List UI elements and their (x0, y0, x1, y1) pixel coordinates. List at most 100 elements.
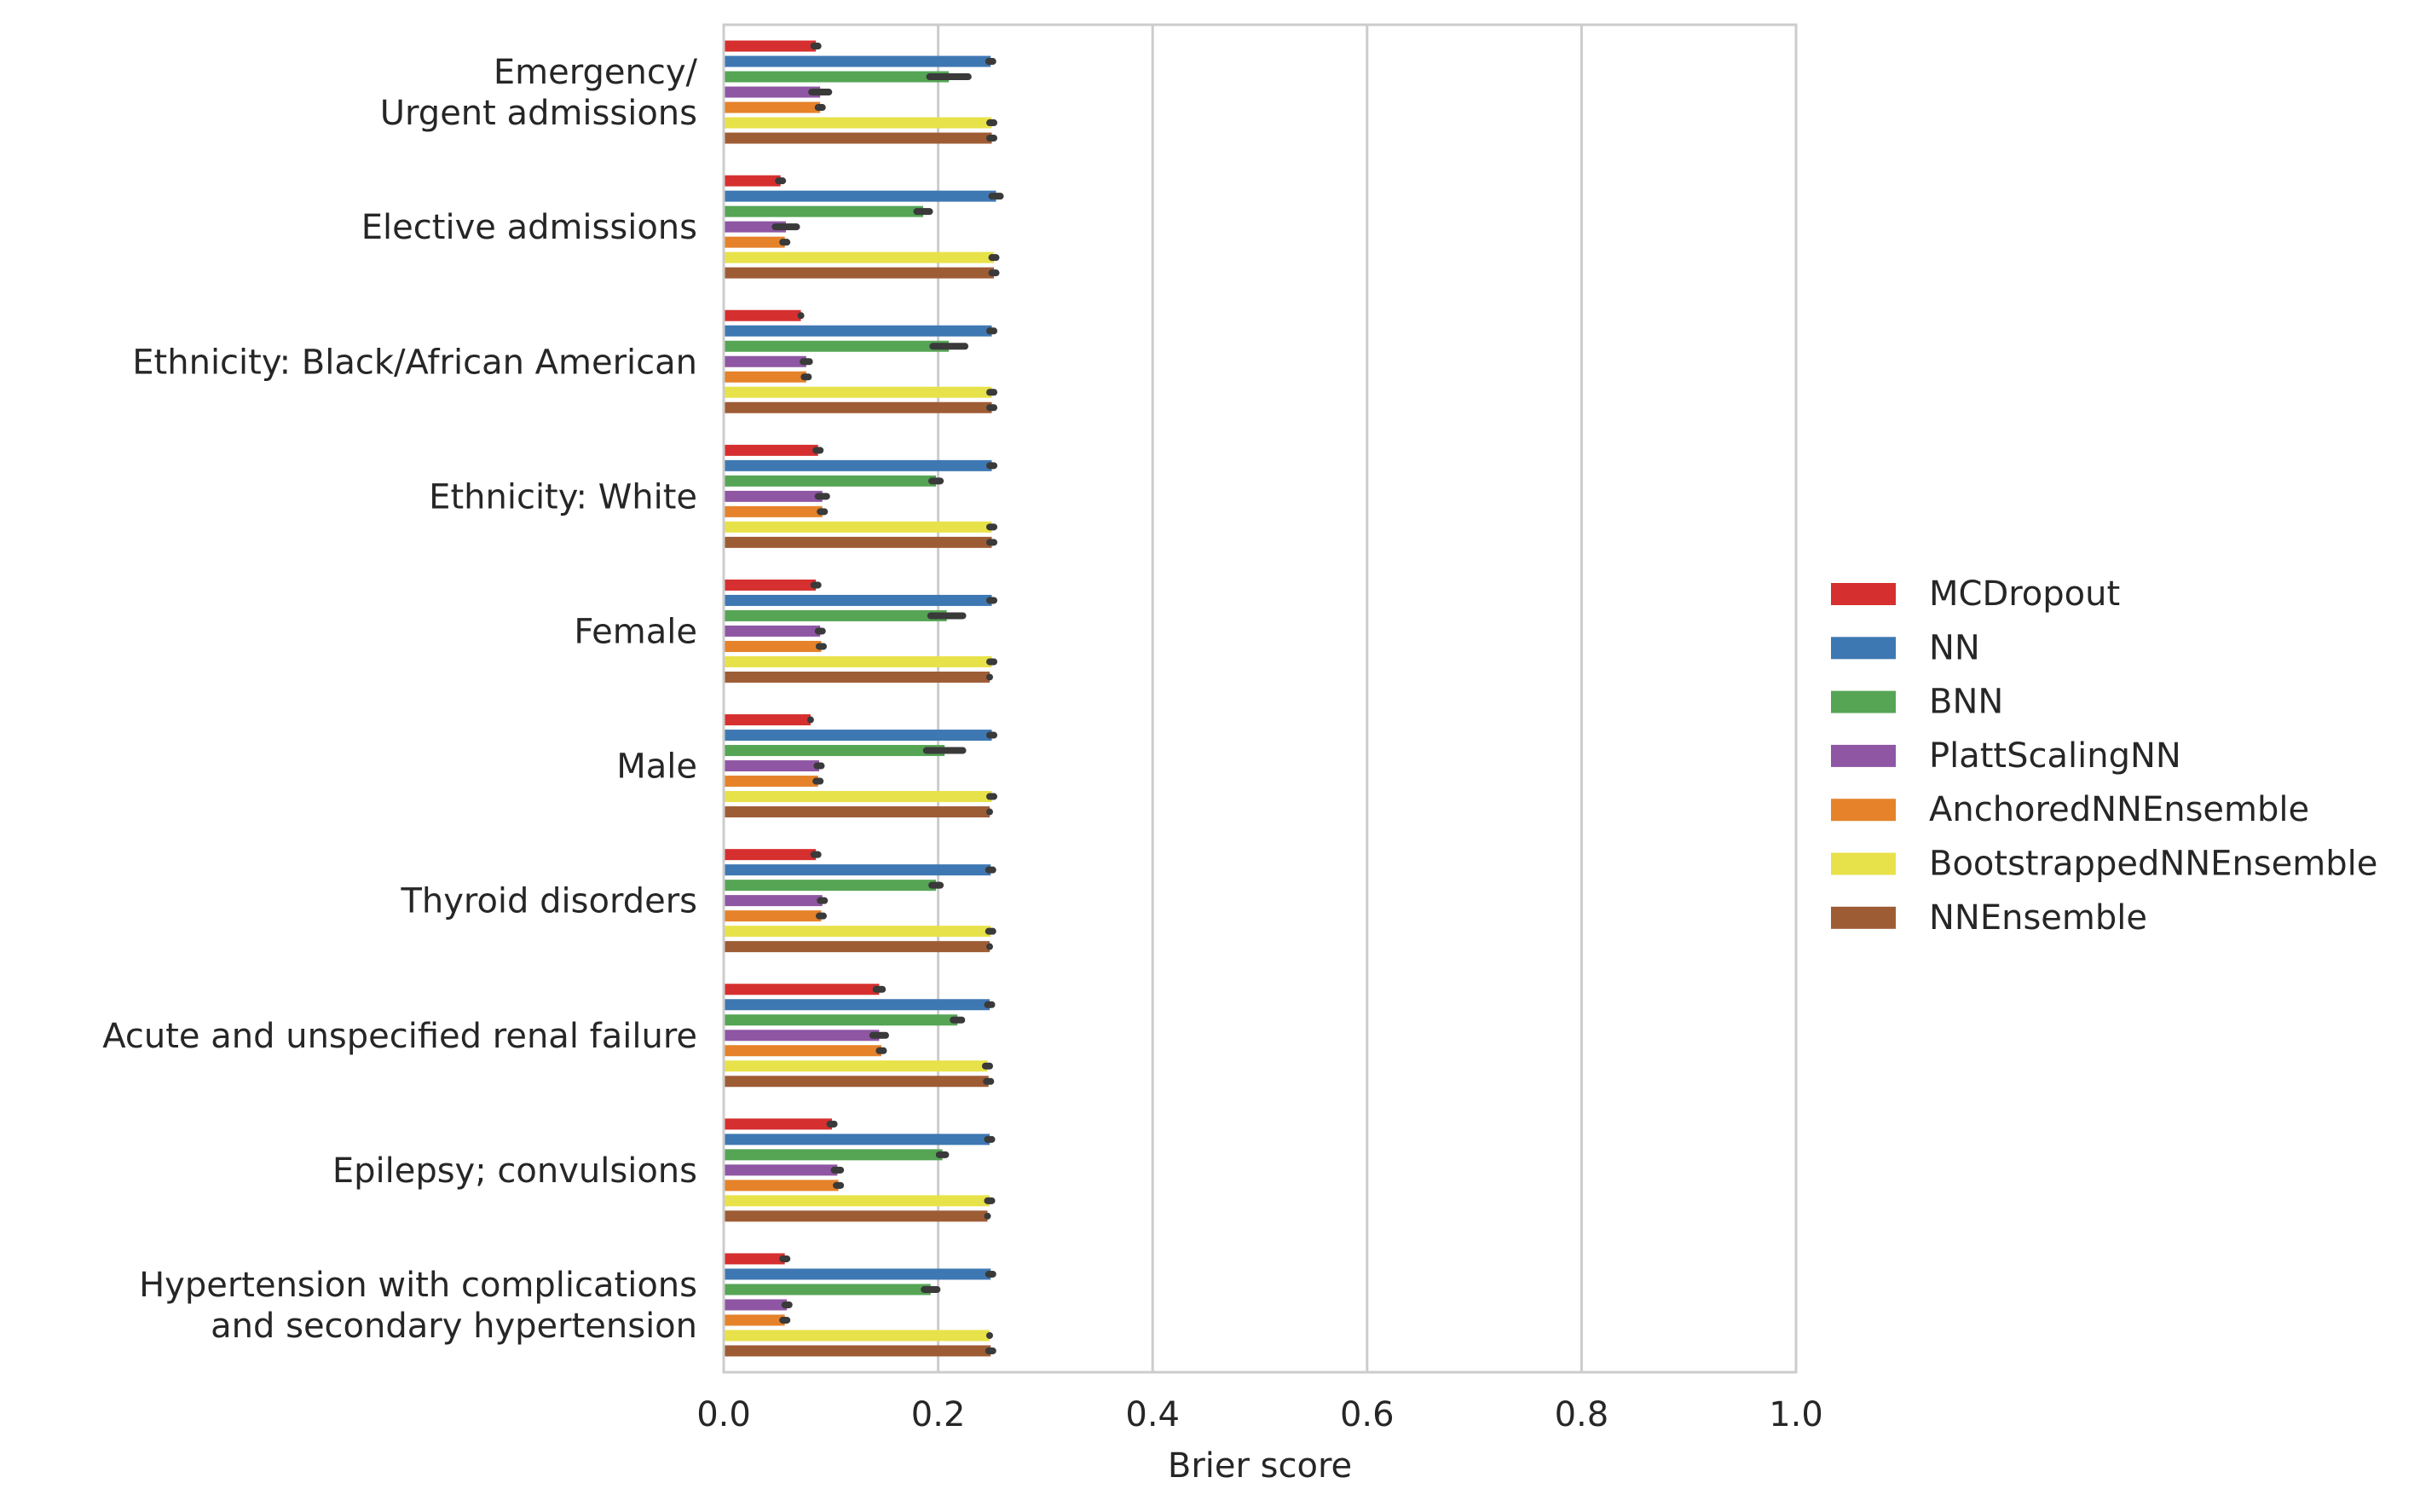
bar-c2-BNN (724, 340, 950, 352)
bar-c0-BootstrappedNNEnsemble (724, 117, 992, 129)
legend-label-NN: NN (1929, 628, 1980, 667)
bar-c1-NN (724, 190, 996, 202)
bar-c6-NN (724, 864, 991, 876)
legend-swatch-BootstrappedNNEnsemble (1831, 852, 1896, 875)
bars-layer (724, 40, 996, 1357)
legend-swatch-AnchoredNNEnsemble (1831, 799, 1896, 822)
bar-c8-NN (724, 1134, 990, 1146)
category-label-0-line0: Emergency/ (494, 53, 698, 92)
category-label-0-line1: Urgent admissions (380, 94, 697, 133)
bar-c5-NN (724, 730, 992, 742)
bar-c4-NNEnsemble (724, 671, 990, 683)
bar-c0-AnchoredNNEnsemble (724, 101, 821, 113)
bar-c6-MCDropout (724, 849, 817, 861)
bar-c4-PlattScalingNN (724, 625, 821, 637)
bar-c8-NNEnsemble (724, 1210, 988, 1222)
bar-c5-NNEnsemble (724, 806, 990, 818)
bar-c4-AnchoredNNEnsemble (724, 640, 822, 652)
bar-c6-PlattScalingNN (724, 895, 823, 907)
bar-c8-BNN (724, 1149, 943, 1161)
category-label-2: Ethnicity: Black/African American (132, 343, 697, 382)
category-label-5: Male (616, 747, 697, 787)
legend-swatch-MCDropout (1831, 583, 1896, 605)
category-label-9-line1: and secondary hypertension (211, 1307, 697, 1346)
bar-c3-AnchoredNNEnsemble (724, 505, 823, 517)
x-tick-label-2: 0.4 (1125, 1395, 1180, 1434)
bar-c6-BootstrappedNNEnsemble (724, 926, 991, 938)
bar-c4-BNN (724, 609, 947, 621)
bar-c1-BNN (724, 205, 923, 217)
bar-c0-BNN (724, 71, 950, 83)
category-label-4: Female (574, 612, 697, 651)
bar-c9-BootstrappedNNEnsemble (724, 1330, 990, 1342)
bar-c5-AnchoredNNEnsemble (724, 776, 818, 788)
legend-swatch-BNN (1831, 690, 1896, 713)
x-tick-labels: 0.0 0.2 0.4 0.6 0.8 1.0 (696, 1395, 1823, 1434)
bar-c9-BNN (724, 1284, 931, 1296)
y-tick-labels: Emergency/Urgent admissions Elective admi… (102, 53, 697, 1346)
bar-c9-NN (724, 1268, 991, 1280)
bar-c2-NNEnsemble (724, 401, 992, 413)
category-label-6: Thyroid disorders (400, 882, 697, 921)
bar-c7-NN (724, 999, 990, 1011)
bar-c0-NNEnsemble (724, 132, 992, 144)
x-tick-label-5: 1.0 (1769, 1395, 1823, 1434)
legend-label-AnchoredNNEnsemble: AnchoredNNEnsemble (1929, 790, 2309, 829)
bar-c6-NNEnsemble (724, 941, 990, 953)
bar-c7-BNN (724, 1014, 958, 1026)
bar-c6-BNN (724, 880, 937, 892)
category-label-1: Elective admissions (361, 208, 697, 247)
plot-frame (722, 23, 1798, 1374)
bar-c1-NNEnsemble (724, 267, 995, 279)
x-tick-label-0: 0.0 (696, 1395, 751, 1434)
bar-c7-BootstrappedNNEnsemble (724, 1060, 988, 1072)
bar-c0-MCDropout (724, 40, 817, 52)
bar-c6-AnchoredNNEnsemble (724, 910, 822, 922)
bar-c3-MCDropout (724, 444, 818, 456)
bar-c3-NNEnsemble (724, 536, 992, 548)
grid-layer (937, 25, 1583, 1372)
bar-c8-AnchoredNNEnsemble (724, 1180, 839, 1192)
bar-c3-PlattScalingNN (724, 490, 823, 502)
legend-swatch-NN (1831, 637, 1896, 660)
legend-label-PlattScalingNN: PlattScalingNN (1929, 736, 2181, 776)
category-label-8: Epilepsy; convulsions (332, 1151, 697, 1191)
legend-label-BNN: BNN (1929, 683, 2003, 722)
bar-c3-BootstrappedNNEnsemble (724, 521, 992, 533)
bar-c7-PlattScalingNN (724, 1030, 880, 1042)
legend-swatch-NNEnsemble (1831, 906, 1896, 929)
x-tick-label-3: 0.6 (1340, 1395, 1395, 1434)
bar-c2-BootstrappedNNEnsemble (724, 386, 992, 398)
bar-c5-PlattScalingNN (724, 760, 819, 772)
x-tick-label-1: 0.2 (911, 1395, 966, 1434)
category-label-3: Ethnicity: White (429, 477, 697, 517)
bar-c1-PlattScalingNN (724, 221, 786, 233)
x-tick-label-4: 0.8 (1555, 1395, 1609, 1434)
legend-swatch-PlattScalingNN (1831, 744, 1896, 767)
legend-label-NNEnsemble: NNEnsemble (1929, 898, 2147, 938)
bar-c9-PlattScalingNN (724, 1299, 788, 1311)
bar-c2-AnchoredNNEnsemble (724, 371, 806, 383)
bar-c1-AnchoredNNEnsemble (724, 236, 785, 248)
category-label-7: Acute and unspecified renal failure (102, 1017, 697, 1056)
bar-c2-PlattScalingNN (724, 355, 806, 367)
category-label-9-line0: Hypertension with complications (139, 1266, 697, 1305)
bar-c4-NN (724, 594, 992, 606)
bar-c5-BNN (724, 745, 945, 757)
bar-c9-NNEnsemble (724, 1345, 991, 1357)
legend-label-BootstrappedNNEnsemble: BootstrappedNNEnsemble (1929, 845, 2377, 884)
bar-c2-MCDropout (724, 309, 801, 321)
bar-c1-BootstrappedNNEnsemble (724, 251, 995, 263)
bar-c7-NNEnsemble (724, 1076, 989, 1088)
bar-c3-BNN (724, 475, 937, 487)
bar-c1-MCDropout (724, 175, 781, 187)
bar-c9-AnchoredNNEnsemble (724, 1314, 785, 1326)
bar-c5-BootstrappedNNEnsemble (724, 791, 992, 803)
bar-c3-NN (724, 459, 992, 471)
bar-c4-BootstrappedNNEnsemble (724, 655, 992, 667)
bar-c4-MCDropout (724, 579, 817, 591)
bar-c9-MCDropout (724, 1253, 785, 1265)
bar-c8-PlattScalingNN (724, 1164, 838, 1176)
